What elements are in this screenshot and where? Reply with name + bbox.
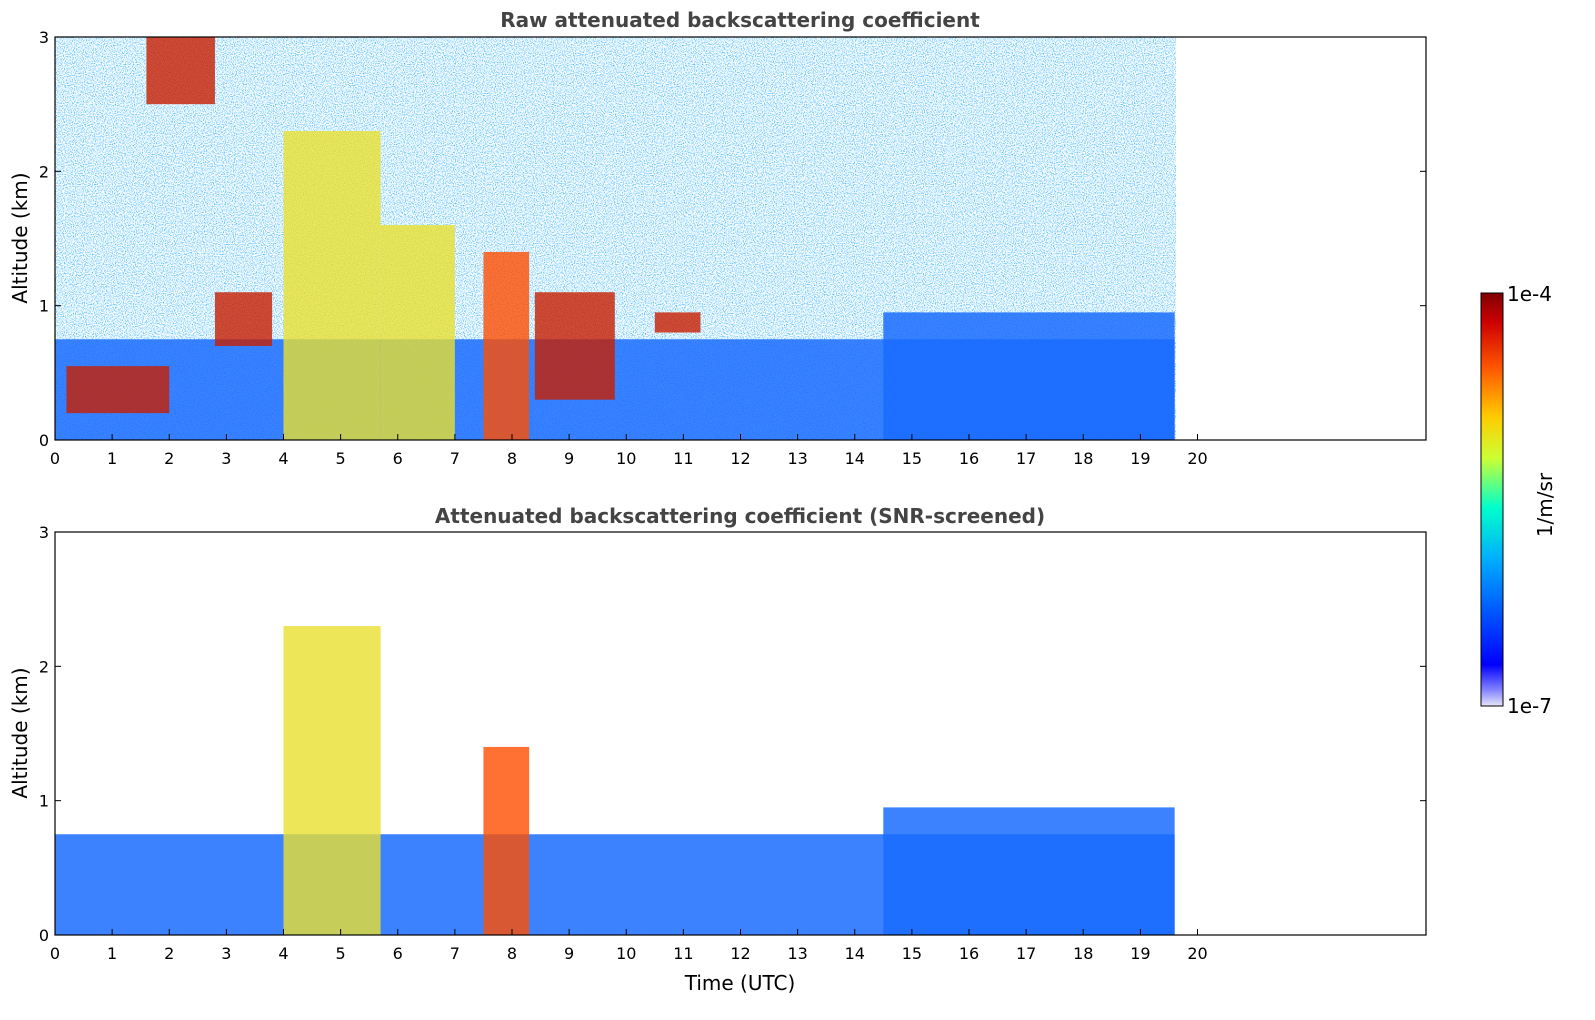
x-tick-label: 16	[959, 449, 979, 468]
panel-raw-layers	[55, 37, 1175, 440]
x-tick-label: 11	[673, 449, 693, 468]
y-tick-label: 3	[39, 523, 49, 542]
x-tick-label: 14	[845, 449, 865, 468]
x-tick-label: 4	[278, 944, 288, 963]
panel-raw-title: Raw attenuated backscattering coefficien…	[500, 8, 980, 32]
x-tick-label: 0	[50, 449, 60, 468]
layer-cloud-3	[214, 292, 273, 346]
panel-screened-layers	[55, 626, 1175, 935]
panel-screened-ylabel: Altitude (km)	[8, 667, 32, 798]
x-tick-label: 6	[393, 944, 403, 963]
panel-raw-ylabel: Altitude (km)	[8, 172, 32, 303]
layer-cloud-3	[483, 746, 530, 935]
x-tick-label: 7	[450, 449, 460, 468]
x-tick-label: 12	[730, 449, 750, 468]
x-tick-label: 20	[1187, 449, 1207, 468]
x-tick-label: 15	[902, 449, 922, 468]
x-tick-label: 19	[1130, 449, 1150, 468]
y-tick-label: 2	[39, 657, 49, 676]
layer-cloud-6	[483, 251, 530, 440]
y-tick-label: 0	[39, 926, 49, 945]
x-tick-label: 18	[1073, 449, 1093, 468]
colorbar-gradient	[1480, 292, 1504, 707]
layer-cloud-2	[66, 366, 170, 414]
layer-cloud-2	[283, 626, 381, 935]
layer-cloud-7	[534, 292, 615, 400]
layer-cloud-4	[283, 131, 381, 440]
x-tick-label: 19	[1130, 944, 1150, 963]
layer-cloud-5	[380, 225, 455, 440]
colorbar: 1e-4 1e-7 1/m/sr	[1480, 282, 1557, 718]
panel-screened: Attenuated backscattering coefficient (S…	[8, 504, 1427, 995]
x-tick-label: 20	[1187, 944, 1207, 963]
x-tick-label: 16	[959, 944, 979, 963]
x-tick-label: 10	[616, 944, 636, 963]
x-tick-label: 10	[616, 449, 636, 468]
layer-cirrus-9	[146, 37, 215, 105]
x-tick-label: 1	[107, 449, 117, 468]
x-tick-label: 5	[336, 449, 346, 468]
x-tick-label: 9	[564, 944, 574, 963]
x-tick-label: 17	[1016, 449, 1036, 468]
x-tick-label: 2	[164, 944, 174, 963]
colorbar-min-label: 1e-7	[1507, 694, 1552, 718]
y-tick-label: 0	[39, 431, 49, 450]
layer-cloud-8	[654, 312, 701, 333]
x-tick-label: 7	[450, 944, 460, 963]
panel-screened-plot	[55, 626, 1175, 935]
x-tick-label: 17	[1016, 944, 1036, 963]
x-tick-label: 4	[278, 449, 288, 468]
x-tick-label: 8	[507, 944, 517, 963]
y-tick-label: 1	[39, 297, 49, 316]
x-tick-label: 6	[393, 449, 403, 468]
y-tick-label: 3	[39, 28, 49, 47]
x-tick-label: 3	[221, 449, 231, 468]
x-tick-label: 11	[673, 944, 693, 963]
layer-aerosol-top-1	[883, 312, 1175, 440]
x-tick-label: 13	[787, 449, 807, 468]
panel-screened-title: Attenuated backscattering coefficient (S…	[435, 504, 1045, 528]
x-tick-label: 9	[564, 449, 574, 468]
x-tick-label: 13	[787, 944, 807, 963]
panel-raw-plot	[55, 37, 1176, 440]
y-tick-label: 1	[39, 792, 49, 811]
x-tick-label: 1	[107, 944, 117, 963]
x-tick-label: 2	[164, 449, 174, 468]
panel-raw: Raw attenuated backscattering coefficien…	[8, 8, 1427, 468]
x-tick-label: 5	[336, 944, 346, 963]
x-axis-label: Time (UTC)	[684, 971, 796, 995]
colorbar-max-label: 1e-4	[1507, 282, 1552, 306]
x-tick-label: 3	[221, 944, 231, 963]
layer-aerosol-top-1	[883, 807, 1175, 935]
x-tick-label: 8	[507, 449, 517, 468]
x-tick-label: 15	[902, 944, 922, 963]
x-tick-label: 18	[1073, 944, 1093, 963]
x-tick-label: 12	[730, 944, 750, 963]
colorbar-unit-label: 1/m/sr	[1533, 472, 1557, 537]
x-tick-label: 0	[50, 944, 60, 963]
x-tick-label: 14	[845, 944, 865, 963]
y-tick-label: 2	[39, 162, 49, 181]
